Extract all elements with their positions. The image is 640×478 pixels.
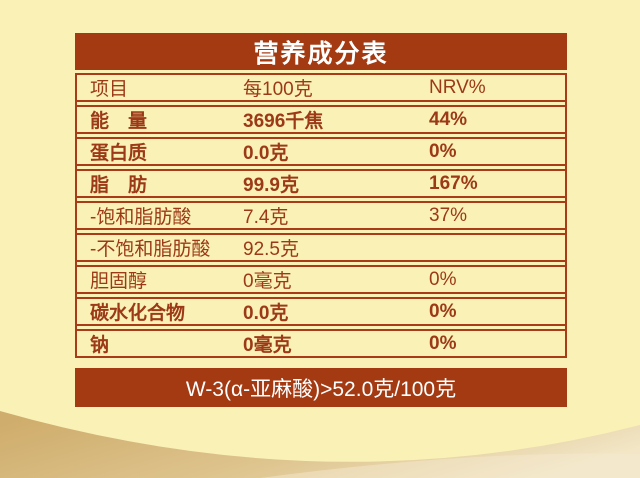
row-value: 3696千焦: [243, 111, 324, 132]
row-value: 0.0克: [243, 143, 289, 164]
header-per100g: 每100克: [243, 79, 313, 100]
row-nrv: 0%: [429, 140, 457, 162]
gold-wave-decoration: [0, 411, 640, 478]
row-nrv: 0%: [429, 332, 457, 354]
row-nrv: 0%: [429, 300, 457, 322]
row-value: 0.0克: [243, 303, 289, 324]
nutrition-table: 营养成分表 项目 每100克 NRV% 能 量 3696千焦 44% 蛋白质 0…: [75, 33, 567, 358]
row-value: 7.4克: [243, 207, 289, 228]
table-row: 蛋白质 0.0克 0%: [77, 137, 565, 166]
row-value: 0毫克: [243, 335, 292, 356]
row-nrv: 0%: [429, 268, 457, 290]
table-row: 能 量 3696千焦 44%: [77, 105, 565, 134]
nutrition-table-body: 项目 每100克 NRV% 能 量 3696千焦 44% 蛋白质 0.0克 0%…: [75, 73, 567, 358]
row-label: 钠: [90, 335, 110, 356]
nutrition-table-title: 营养成分表: [75, 33, 567, 70]
row-label: -不饱和脂肪酸: [90, 239, 211, 260]
header-item: 项目: [90, 79, 129, 100]
table-row: -不饱和脂肪酸 92.5克: [77, 233, 565, 262]
table-row: 钠 0毫克 0%: [77, 329, 565, 358]
row-value: 0毫克: [243, 271, 292, 292]
row-nrv: 167%: [429, 172, 478, 194]
table-row: -饱和脂肪酸 7.4克 37%: [77, 201, 565, 230]
table-row: 脂 肪 99.9克 167%: [77, 169, 565, 198]
row-label: 碳水化合物: [90, 303, 186, 324]
row-label: -饱和脂肪酸: [90, 207, 192, 228]
omega3-banner: W-3(α-亚麻酸)>52.0克/100克: [75, 368, 567, 407]
row-label: 胆固醇: [90, 271, 148, 292]
row-nrv: 37%: [429, 204, 468, 226]
row-nrv: 44%: [429, 108, 468, 130]
row-label: 脂 肪: [90, 175, 148, 196]
header-nrv: NRV%: [429, 76, 486, 98]
row-label: 能 量: [90, 111, 148, 132]
table-row: 碳水化合物 0.0克 0%: [77, 297, 565, 326]
row-label: 蛋白质: [90, 143, 148, 164]
table-row: 胆固醇 0毫克 0%: [77, 265, 565, 294]
row-value: 99.9克: [243, 175, 299, 196]
row-value: 92.5克: [243, 239, 299, 260]
table-header-row: 项目 每100克 NRV%: [77, 73, 565, 102]
